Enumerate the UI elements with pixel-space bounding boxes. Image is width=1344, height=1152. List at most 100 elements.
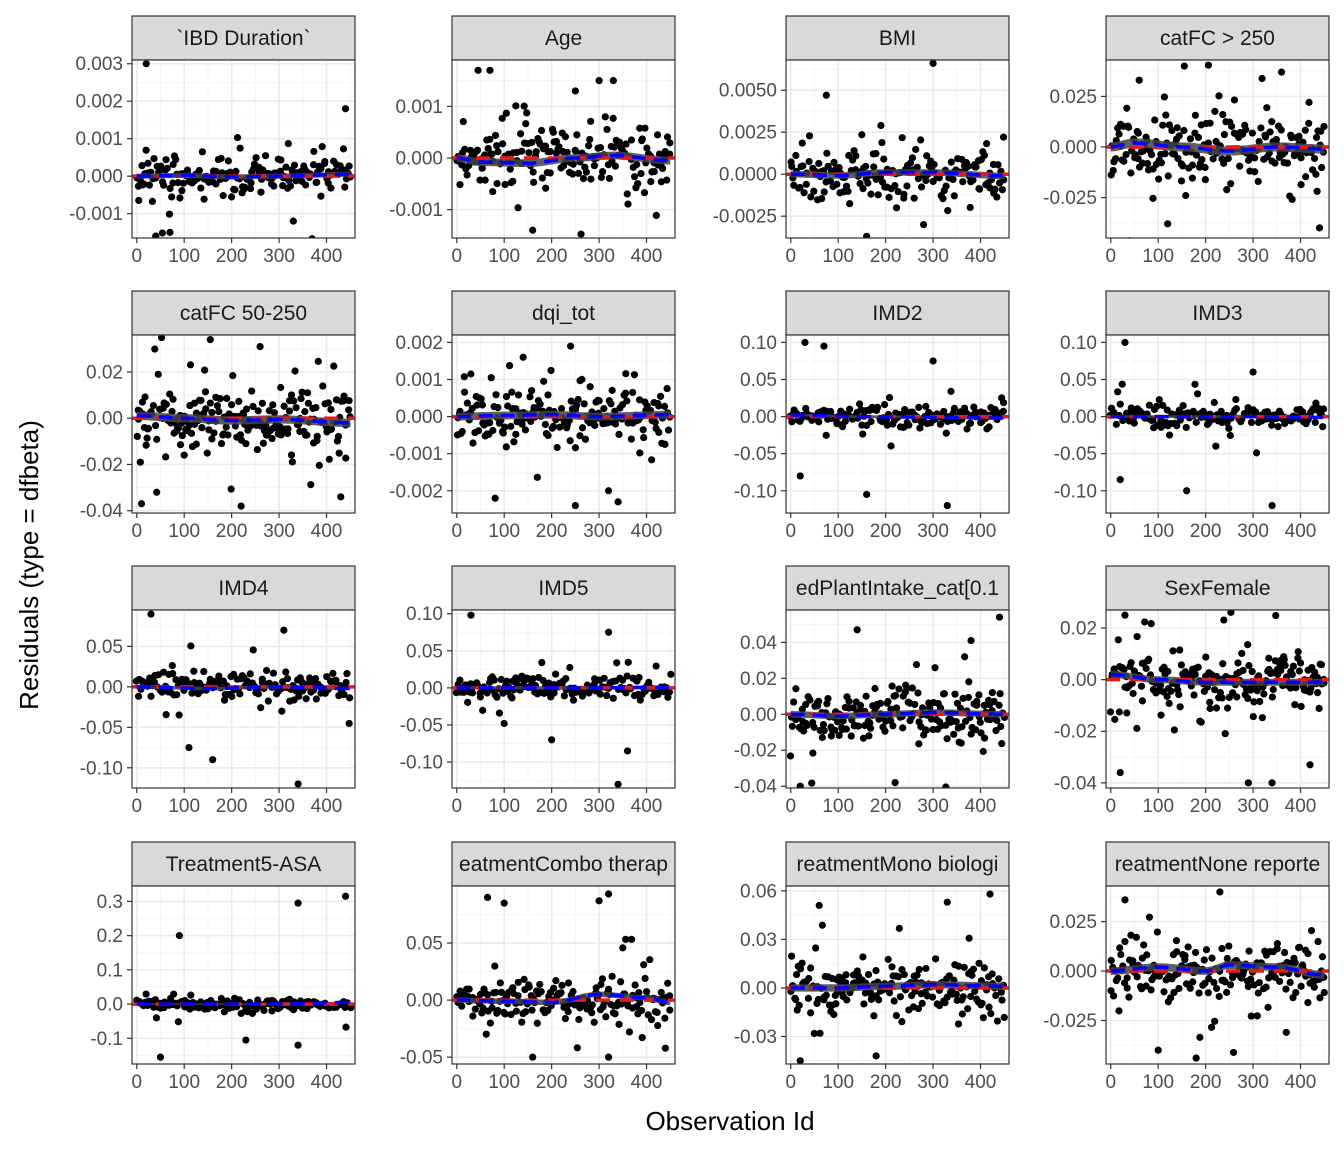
data-point [622,140,630,148]
outlier-point [863,232,871,238]
data-point [525,983,533,991]
x-tick-label: 400 [631,246,663,267]
y-tick-label: 0.000 [1049,962,1097,983]
data-point [1292,988,1300,997]
data-point [217,154,225,162]
data-point [1254,989,1262,997]
x-tick-label: 200 [216,246,248,267]
data-point [168,407,176,416]
data-point [842,971,850,979]
data-point [512,102,520,110]
data-point [541,420,549,429]
outlier-point [801,338,809,347]
data-point [633,160,641,169]
y-tick-label: 0.2 [97,926,123,947]
data-point [510,438,518,446]
y-tick-label: -0.1 [90,1029,123,1050]
panel-border [785,885,1010,1065]
data-point [287,451,296,459]
data-point [1305,119,1313,127]
data-point [549,422,557,430]
data-point [800,727,808,735]
y-tick-label: 0.000 [1049,137,1097,158]
data-point [223,394,231,403]
data-point [1263,104,1271,112]
data-point [968,971,976,979]
data-point [826,177,835,185]
data-point [1251,168,1259,176]
data-point [580,400,588,408]
data-point [232,167,240,175]
data-point [566,663,574,672]
data-point [1114,974,1122,982]
data-point [309,161,318,169]
data-point [960,963,968,971]
data-point [1106,708,1115,716]
data-point [1109,166,1117,175]
data-point [639,426,647,434]
data-point [859,734,868,742]
facet-title: catFC > 250 [1160,27,1275,50]
data-point [552,670,560,678]
data-point [1258,74,1266,83]
data-point [163,164,171,172]
outlier-point [548,736,556,744]
data-point [150,154,158,163]
data-point [1142,664,1150,673]
data-point [1210,398,1218,407]
data-point [1238,649,1246,658]
y-tick-label: -0.05 [734,444,777,465]
data-point [623,397,631,405]
data-point [558,981,566,989]
data-point [1170,988,1178,997]
data-point [636,124,644,132]
data-point [845,697,853,705]
data-point [586,383,594,391]
data-point [576,432,584,440]
data-point [638,1034,646,1042]
data-point [522,120,530,128]
y-tick-label: 0.10 [740,333,777,354]
data-point [285,407,294,415]
outlier-point [604,628,613,636]
data-point [604,419,612,427]
outlier-point [1121,896,1129,904]
panel-border [785,334,1010,514]
data-point [222,423,230,431]
facet-panel: catFC 50-250 0 100 200 300 400 -0.04 -0.02 0.00 0… [80,290,356,542]
y-tick-label: 0.00 [1060,407,1097,428]
data-point [1265,654,1273,662]
y-tick-label: 0.10 [406,604,443,625]
data-point [482,1030,490,1038]
data-point [1305,98,1313,106]
facet-panel: IMD2 0 100 200 300 400 -0.10 -0.05 0.00 0.05 0.10 [734,290,1010,542]
data-point [629,388,637,397]
data-point [1165,699,1173,708]
x-tick-label: 0 [785,246,796,267]
data-point [562,675,570,683]
data-point [1315,704,1323,712]
data-point [1212,704,1221,712]
data-point [330,362,338,370]
data-point [798,139,806,147]
data-point [572,147,580,155]
data-point [1215,992,1223,1001]
facet-panel: edPlantIntake_cat[0.1 0 100 200 300 400 -0.04 -… [734,565,1010,817]
outlier-point [242,1036,250,1044]
data-point [1297,702,1305,711]
data-point [922,726,930,734]
x-tick-label: 100 [1142,521,1174,542]
data-point [915,965,923,974]
outlier-point [1164,220,1172,228]
data-point [991,185,999,193]
outlier-point [986,890,994,898]
data-point [896,993,904,1001]
data-point [600,674,608,682]
data-point [666,1006,674,1014]
facet-strip [131,565,356,611]
data-point [922,964,930,973]
data-point [249,646,257,654]
data-point [859,185,867,193]
x-tick-label: 0 [785,1072,796,1093]
data-point [144,424,152,432]
